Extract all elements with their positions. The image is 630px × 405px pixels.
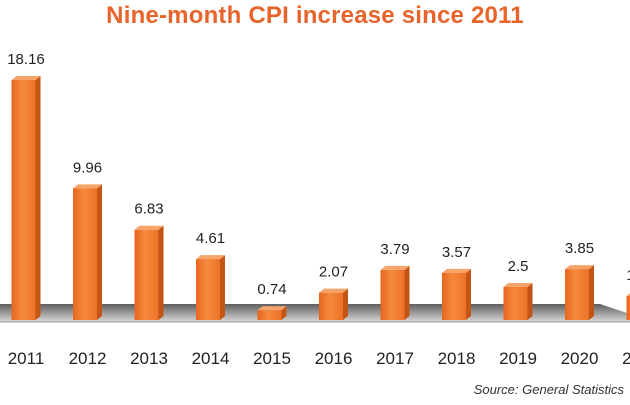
bar-2021	[626, 293, 630, 320]
bar-side-face	[97, 184, 102, 320]
x-tick-label: 2014	[192, 349, 230, 368]
bar-top-face	[134, 225, 164, 230]
value-label: 1.82	[626, 267, 630, 284]
x-tick-label: 2018	[438, 349, 476, 368]
value-label: 2.5	[508, 258, 529, 275]
bar-top-face	[503, 282, 533, 287]
bar-front-face	[257, 310, 282, 320]
bar-2017	[380, 265, 410, 320]
bar-side-face	[527, 282, 533, 320]
value-label: 18.16	[7, 51, 45, 68]
bar-side-face	[281, 306, 287, 320]
bar-side-face	[404, 265, 410, 320]
bar-side-face	[466, 268, 471, 320]
bar-front-face	[196, 259, 220, 320]
bar-side-face	[589, 265, 594, 320]
bar-front-face	[11, 80, 36, 320]
bar-2018	[442, 268, 471, 320]
value-label: 9.96	[73, 159, 102, 176]
bar-top-face	[257, 306, 287, 311]
bar-side-face	[158, 225, 164, 320]
x-tick-label: 2019	[499, 349, 537, 368]
bar-front-face	[134, 229, 159, 320]
bar-2014	[196, 255, 225, 320]
bar-front-face	[626, 295, 630, 320]
value-label: 3.79	[380, 241, 409, 258]
bar-top-face	[319, 288, 348, 293]
x-tick-label: 2012	[69, 349, 107, 368]
bar-top-face	[626, 293, 630, 296]
bar-2015	[257, 306, 287, 320]
bar-top-face	[73, 184, 102, 189]
bar-2020	[565, 265, 594, 320]
bar-side-face	[220, 255, 225, 320]
bar-side-face	[35, 76, 41, 320]
bar-top-face	[565, 265, 594, 270]
value-label: 2.07	[319, 264, 348, 281]
source-note: Source: General Statistics	[473, 382, 624, 397]
bar-top-face	[442, 268, 471, 273]
bar-2019	[503, 282, 533, 320]
bar-2011	[11, 76, 41, 320]
value-label: 4.61	[196, 230, 225, 247]
chart-title: Nine-month CPI increase since 2011	[106, 2, 524, 29]
value-label: 6.83	[134, 201, 163, 218]
bar-front-face	[565, 269, 589, 320]
bar-front-face	[380, 269, 405, 320]
bar-front-face	[442, 272, 466, 320]
bar-top-face	[380, 265, 410, 270]
bar-side-face	[343, 288, 348, 320]
bar-front-face	[503, 286, 528, 320]
bar-front-face	[73, 188, 97, 320]
x-tick-label: 2016	[315, 349, 353, 368]
x-tick-label: 2017	[376, 349, 414, 368]
bar-2012	[73, 184, 102, 320]
x-tick-label: 2020	[561, 349, 599, 368]
x-tick-label: 2011	[8, 349, 45, 368]
x-tick-label: 2021	[622, 349, 630, 368]
bar-top-face	[11, 76, 41, 80]
value-label: 0.74	[257, 281, 286, 298]
value-label: 3.85	[565, 240, 594, 257]
bar-front-face	[319, 292, 343, 320]
x-tick-label: 2013	[130, 349, 168, 368]
bar-top-face	[196, 255, 225, 260]
x-tick-label: 2015	[253, 349, 291, 368]
bar-2013	[134, 225, 164, 320]
bar-2016	[319, 288, 348, 320]
value-label: 3.57	[442, 244, 471, 261]
